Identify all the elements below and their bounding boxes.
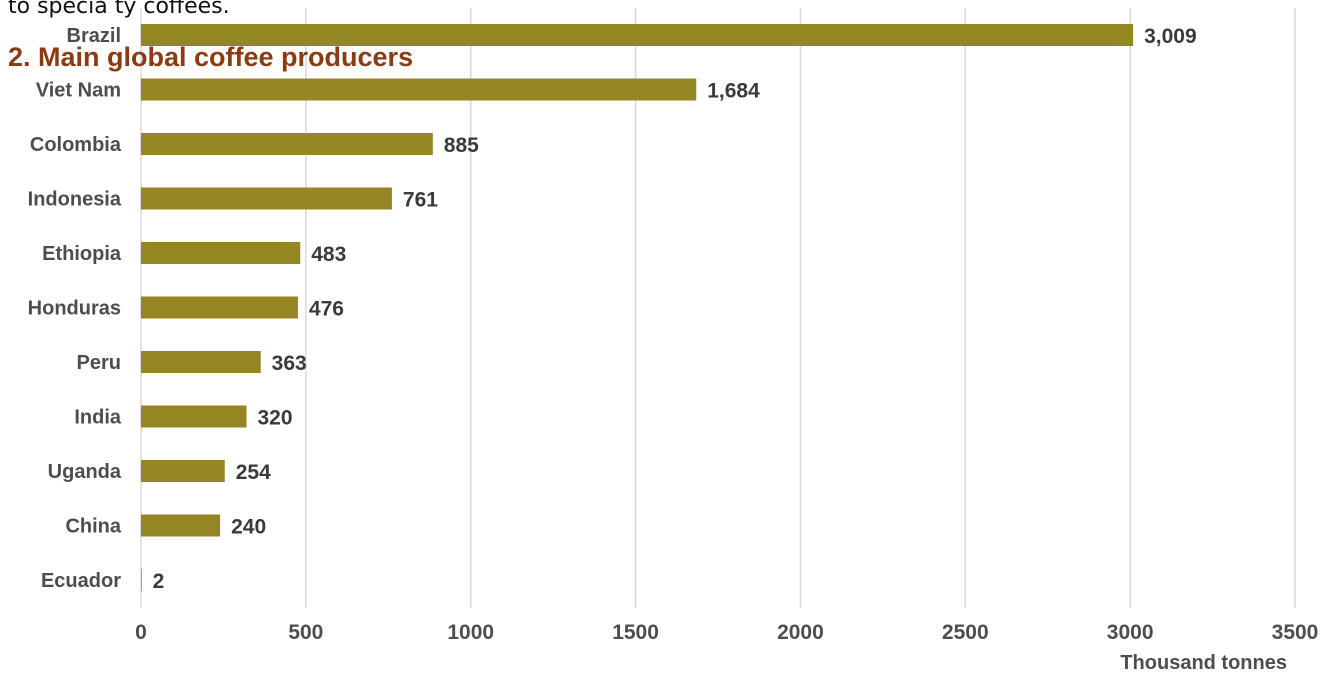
x-axis-title: Thousand tonnes	[1120, 652, 1287, 674]
bar	[141, 405, 247, 428]
bar	[141, 187, 392, 210]
x-tick-label: 3500	[1272, 621, 1319, 644]
value-label: 320	[258, 407, 293, 430]
bar	[141, 242, 301, 264]
category-label: Uganda	[48, 461, 122, 483]
bar	[141, 296, 298, 319]
value-label: 476	[309, 298, 344, 321]
category-label: Ethiopia	[42, 243, 122, 265]
value-label: 761	[403, 189, 438, 212]
category-label: Colombia	[30, 134, 122, 156]
category-label: Ecuador	[41, 570, 121, 592]
category-label: Viet Nam	[36, 80, 121, 102]
document-text-line: to specia ty coffees.	[8, 0, 230, 19]
category-label: Honduras	[28, 298, 121, 320]
x-tick-label: 1000	[447, 621, 494, 644]
category-label: China	[65, 516, 121, 538]
value-label: 254	[236, 461, 271, 484]
x-tick-label: 500	[288, 621, 323, 644]
category-label: Brazil	[67, 25, 121, 47]
value-label: 885	[444, 134, 479, 157]
value-label: 483	[311, 243, 346, 266]
x-tick-label: 2000	[777, 621, 824, 644]
value-label: 1,684	[707, 80, 760, 103]
x-tick-label: 1500	[612, 621, 659, 644]
bars-layer	[141, 24, 1134, 591]
bar	[141, 78, 697, 101]
value-label: 2	[153, 570, 165, 593]
category-label: India	[74, 407, 122, 429]
bar	[141, 24, 1134, 46]
bar	[141, 569, 142, 591]
category-label: Peru	[77, 352, 121, 374]
bar	[141, 133, 433, 155]
value-label: 3,009	[1144, 25, 1197, 48]
x-tick-label: 0	[135, 621, 147, 644]
x-tick-label: 3000	[1107, 621, 1154, 644]
section-heading: 2. Main global coffee producers	[8, 42, 414, 72]
category-label: Indonesia	[28, 189, 122, 211]
bar	[141, 514, 221, 537]
value-label: 363	[272, 352, 307, 375]
x-tick-label: 2500	[942, 621, 989, 644]
value-label: 240	[231, 516, 266, 539]
bar	[141, 460, 225, 482]
labels-layer: 0 500 1000 1500 2000 2500 3000 3500 Brazil 3,009 V…	[28, 25, 1319, 644]
bar	[141, 351, 261, 373]
